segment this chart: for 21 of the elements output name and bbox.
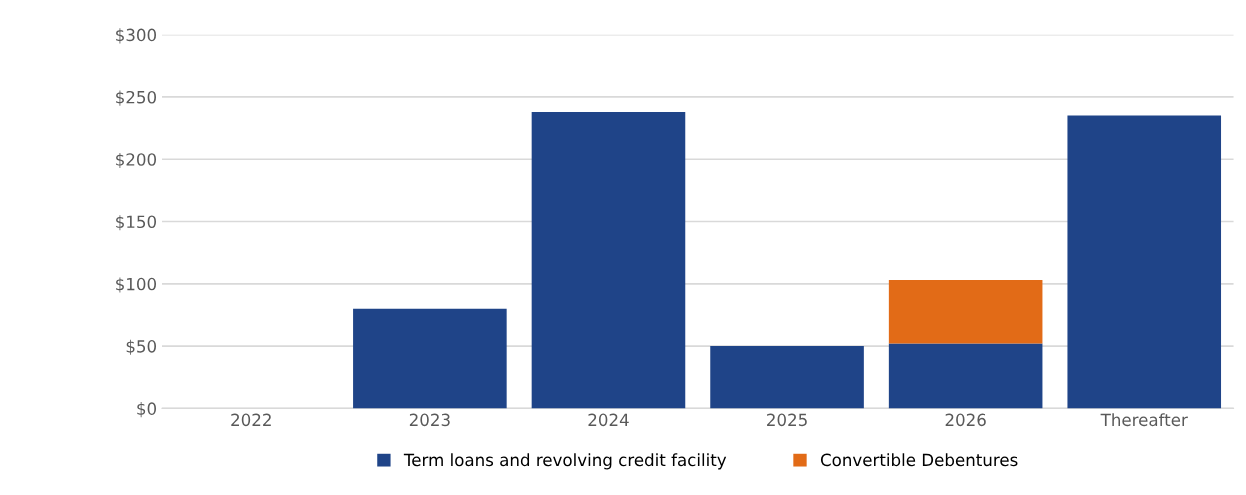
x-tick-label: 2022 xyxy=(231,413,271,427)
y-tick-label: $100 xyxy=(116,277,157,293)
bar xyxy=(531,111,686,409)
bar xyxy=(1067,115,1222,409)
x-tick-label: 2026 xyxy=(945,413,986,427)
legend-label: Term loans and revolving credit facility xyxy=(403,453,727,470)
y-tick-label: $50 xyxy=(126,339,157,355)
x-tick-label: 2024 xyxy=(588,413,629,427)
bar xyxy=(888,280,1043,344)
x-tick-label: 2025 xyxy=(767,413,807,427)
bar xyxy=(710,346,864,409)
y-tick-label: $250 xyxy=(116,90,157,106)
legend-label: Convertible Debentures xyxy=(820,453,1018,467)
y-tick-label: $150 xyxy=(116,215,157,231)
bar xyxy=(888,343,1043,409)
y-tick-label: $0 xyxy=(137,402,157,418)
y-tick-label: $300 xyxy=(116,28,157,44)
x-tick-label: 2023 xyxy=(409,413,450,427)
bar xyxy=(353,308,507,409)
y-tick-label: $200 xyxy=(116,152,157,169)
x-tick-label: Thereafter xyxy=(1100,413,1188,427)
